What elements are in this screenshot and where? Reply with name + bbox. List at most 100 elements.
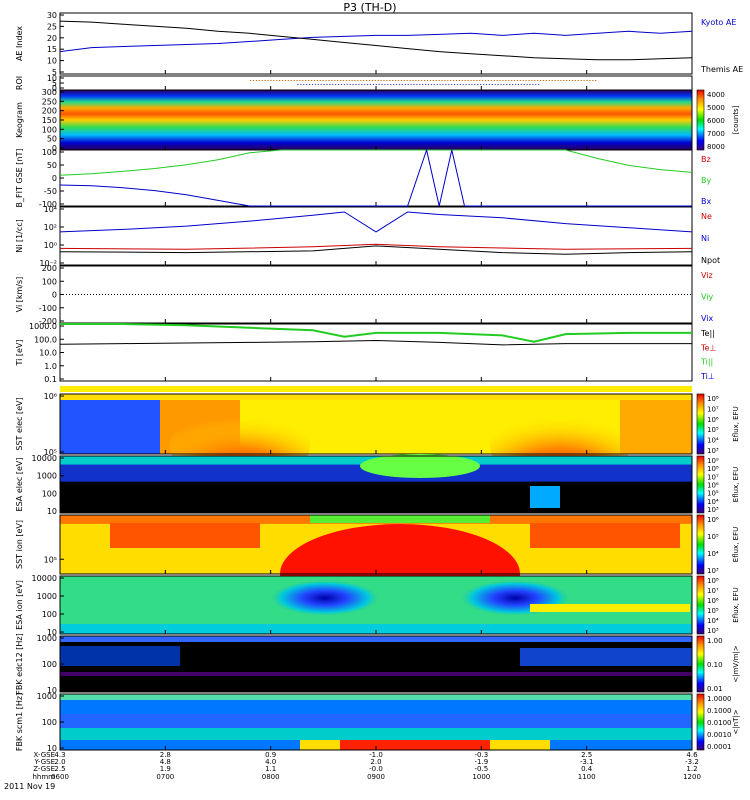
- time-axis-value: 1100: [578, 773, 596, 781]
- roi-mark: [406, 80, 408, 81]
- roi-mark: [410, 84, 412, 85]
- roi-mark: [592, 80, 594, 81]
- roi-mark: [470, 80, 472, 81]
- roi-mark: [542, 80, 545, 81]
- roi-mark: [571, 80, 574, 81]
- y-axis-label: B_FIT GSE [nT]: [15, 149, 24, 208]
- band: [60, 646, 180, 666]
- legend-bz: Bz: [701, 155, 711, 164]
- colorbar: [696, 693, 705, 751]
- panel-frame: [59, 206, 693, 266]
- legend-ni: Ni: [701, 234, 709, 243]
- y-tick-label: 0: [52, 144, 57, 153]
- colorbar-sst_i: 10⁶ 10⁵ 10⁴ 10³ Eflux, EFU: [696, 514, 740, 575]
- roi-mark: [351, 80, 353, 81]
- colorbar-sst_e: 10⁸ 10⁷ 10⁶ 10⁵ 10⁴ 10³ Eflux, EFU: [696, 393, 740, 455]
- y-axis-label: Ni [1/cc]: [15, 219, 24, 253]
- roi-mark: [436, 84, 438, 85]
- colorbar: [696, 455, 705, 514]
- roi-mark: [320, 84, 322, 85]
- roi-mark: [448, 84, 450, 85]
- band: [520, 648, 692, 666]
- time-axis-value: -0.0: [369, 765, 383, 773]
- roi-mark: [450, 80, 452, 81]
- roi-mark: [323, 84, 325, 85]
- colorbar-tick: 10⁸: [707, 577, 719, 585]
- status-strip: [60, 386, 692, 392]
- time-axis-value: 1.1: [265, 765, 276, 773]
- y-axis-label: FBK edc12 [Hz]: [15, 633, 24, 694]
- roi-mark: [381, 84, 383, 85]
- roi-mark: [296, 80, 298, 81]
- y-tick-label: 100: [42, 610, 57, 619]
- time-axis-value: 4.6: [686, 751, 698, 759]
- series-line-by: [59, 149, 693, 176]
- roi-mark: [532, 84, 534, 85]
- y-tick-label: 5: [52, 68, 57, 77]
- roi-mark: [299, 80, 301, 81]
- roi-mark: [494, 84, 496, 85]
- time-axis-value: -3.1: [580, 758, 594, 766]
- time-axis-value: 0.4: [581, 765, 593, 773]
- roi-mark: [424, 80, 426, 81]
- keogram-image: [60, 90, 692, 150]
- roi-mark: [476, 80, 478, 81]
- y-tick-label: 1.0: [44, 362, 57, 371]
- roi-mark: [447, 80, 449, 81]
- roi-mark: [357, 80, 359, 81]
- y-tick-label: 1000: [37, 592, 57, 601]
- time-axis-row-label: Z-GSE: [33, 765, 55, 773]
- roi-mark: [425, 84, 427, 85]
- roi-mark: [500, 84, 502, 85]
- roi-mark: [313, 80, 315, 81]
- roi-mark: [432, 80, 434, 81]
- roi-mark: [490, 80, 492, 81]
- y-tick-label: 10: [47, 628, 57, 637]
- roi-mark: [338, 84, 340, 85]
- y-tick-label: 0: [52, 291, 57, 300]
- roi-mark: [407, 84, 409, 85]
- roi-mark: [326, 84, 328, 85]
- roi-mark: [522, 80, 524, 81]
- time-axis-row-label: hhmm: [32, 773, 55, 781]
- roi-mark: [403, 80, 405, 81]
- colorbar-tick: 7000: [707, 130, 725, 138]
- time-axis-value: -0.3: [474, 751, 488, 759]
- roi-mark: [300, 84, 302, 85]
- y-tick-label: 50: [47, 135, 57, 144]
- band: [60, 624, 692, 634]
- roi-mark: [464, 80, 466, 81]
- roi-mark: [429, 80, 431, 81]
- roi-mark: [474, 84, 476, 85]
- roi-mark: [378, 84, 380, 85]
- colorbar-tick: 10⁶: [707, 516, 719, 524]
- time-axis-value: 2.8: [160, 751, 171, 759]
- roi-mark: [418, 80, 420, 81]
- roi-mark: [444, 80, 446, 81]
- colorbar-fbk_b: 1.0000 0.1000 0.0100 0.0010 0.0001 <|nT|>: [696, 693, 740, 751]
- y-tick-label: 30: [47, 11, 57, 20]
- colorbar-tick: 10⁵: [707, 533, 719, 541]
- colorbar-keogram: 4000 5000 6000 7000 8000 [counts]: [696, 89, 740, 151]
- roi-mark: [343, 84, 345, 85]
- time-axis-value: -1.9: [474, 758, 488, 766]
- roi-mark: [595, 80, 597, 81]
- y-tick-label: 10⁵: [44, 555, 57, 564]
- colorbar: [696, 89, 705, 151]
- roi-mark: [293, 80, 295, 81]
- time-axis-row-label: Y-GSE: [33, 758, 55, 766]
- colorbar-tick: 0.0001: [707, 743, 732, 751]
- time-axis-value: 2.5: [581, 751, 592, 759]
- roi-mark: [421, 80, 423, 81]
- roi-mark: [531, 80, 533, 81]
- series-line-npot: [59, 245, 693, 255]
- y-tick-label: 10²: [44, 223, 57, 232]
- roi-mark: [459, 84, 461, 85]
- panel-sst_i: 10⁵ SST ion [eV] 10⁶ 10⁵ 10⁴ 10³ Eflux, EFU: [15, 514, 740, 624]
- y-axis-label: SST elec [eV]: [15, 397, 24, 450]
- roi-mark: [545, 80, 547, 81]
- roi-mark: [267, 80, 269, 81]
- series-line-ni: [59, 211, 693, 233]
- roi-mark: [375, 84, 377, 85]
